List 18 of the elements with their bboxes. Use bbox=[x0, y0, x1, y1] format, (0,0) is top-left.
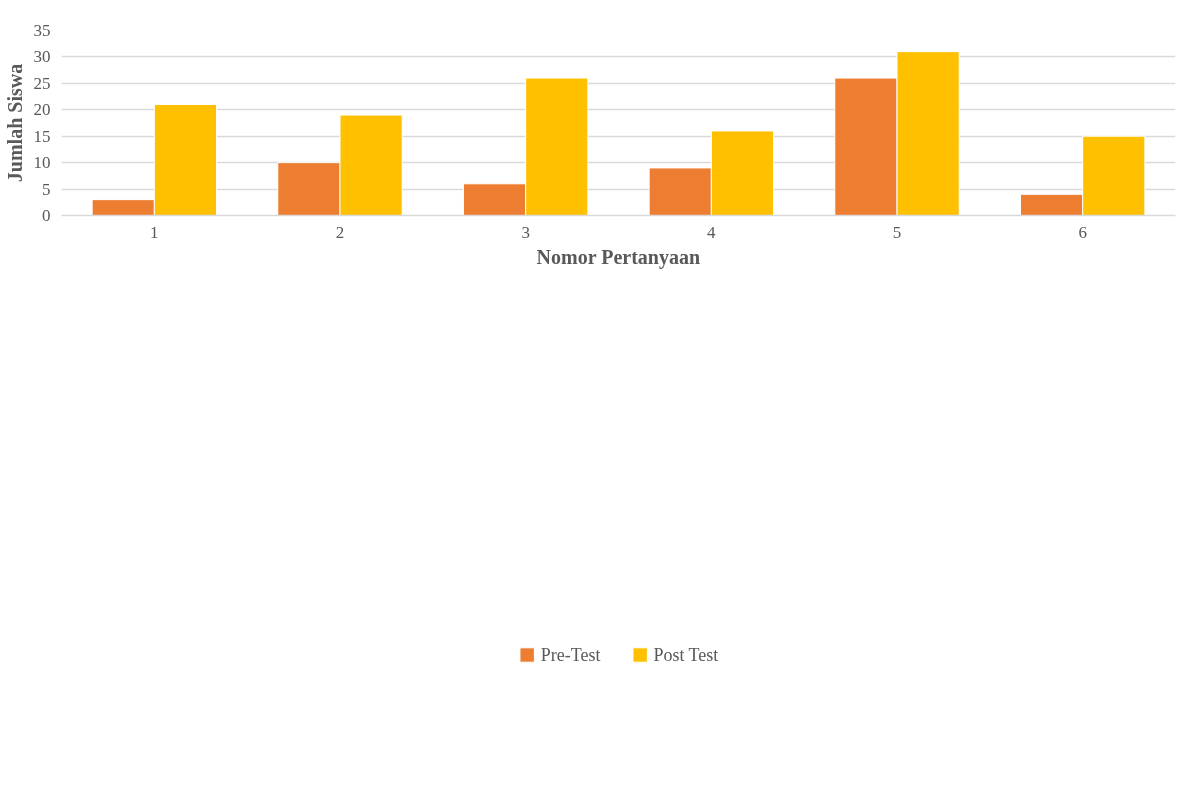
legend-label: Post Test bbox=[653, 644, 719, 666]
y-tick-label: 15 bbox=[33, 126, 51, 146]
y-tick-label: 5 bbox=[42, 179, 51, 199]
y-tick-label: 35 bbox=[33, 21, 51, 40]
x-axis-title: Nomor Pertanyaan bbox=[536, 245, 701, 269]
x-tick-label: 4 bbox=[707, 222, 717, 242]
y-tick-label: 30 bbox=[33, 47, 51, 67]
y-tick-label: 10 bbox=[33, 153, 51, 173]
x-tick-label: 3 bbox=[521, 222, 530, 242]
legend-label: Pre-Test bbox=[540, 644, 601, 666]
x-tick-label: 1 bbox=[150, 222, 159, 242]
y-axis-title: Jumlah Siswa bbox=[3, 63, 26, 183]
x-tick-label: 2 bbox=[335, 222, 345, 242]
y-tick-label: 25 bbox=[33, 73, 51, 93]
y-tick-label: 20 bbox=[33, 100, 51, 120]
y-tick-label: 0 bbox=[42, 206, 51, 225]
x-tick-label: 5 bbox=[892, 222, 902, 242]
x-tick-label: 6 bbox=[1078, 222, 1087, 242]
